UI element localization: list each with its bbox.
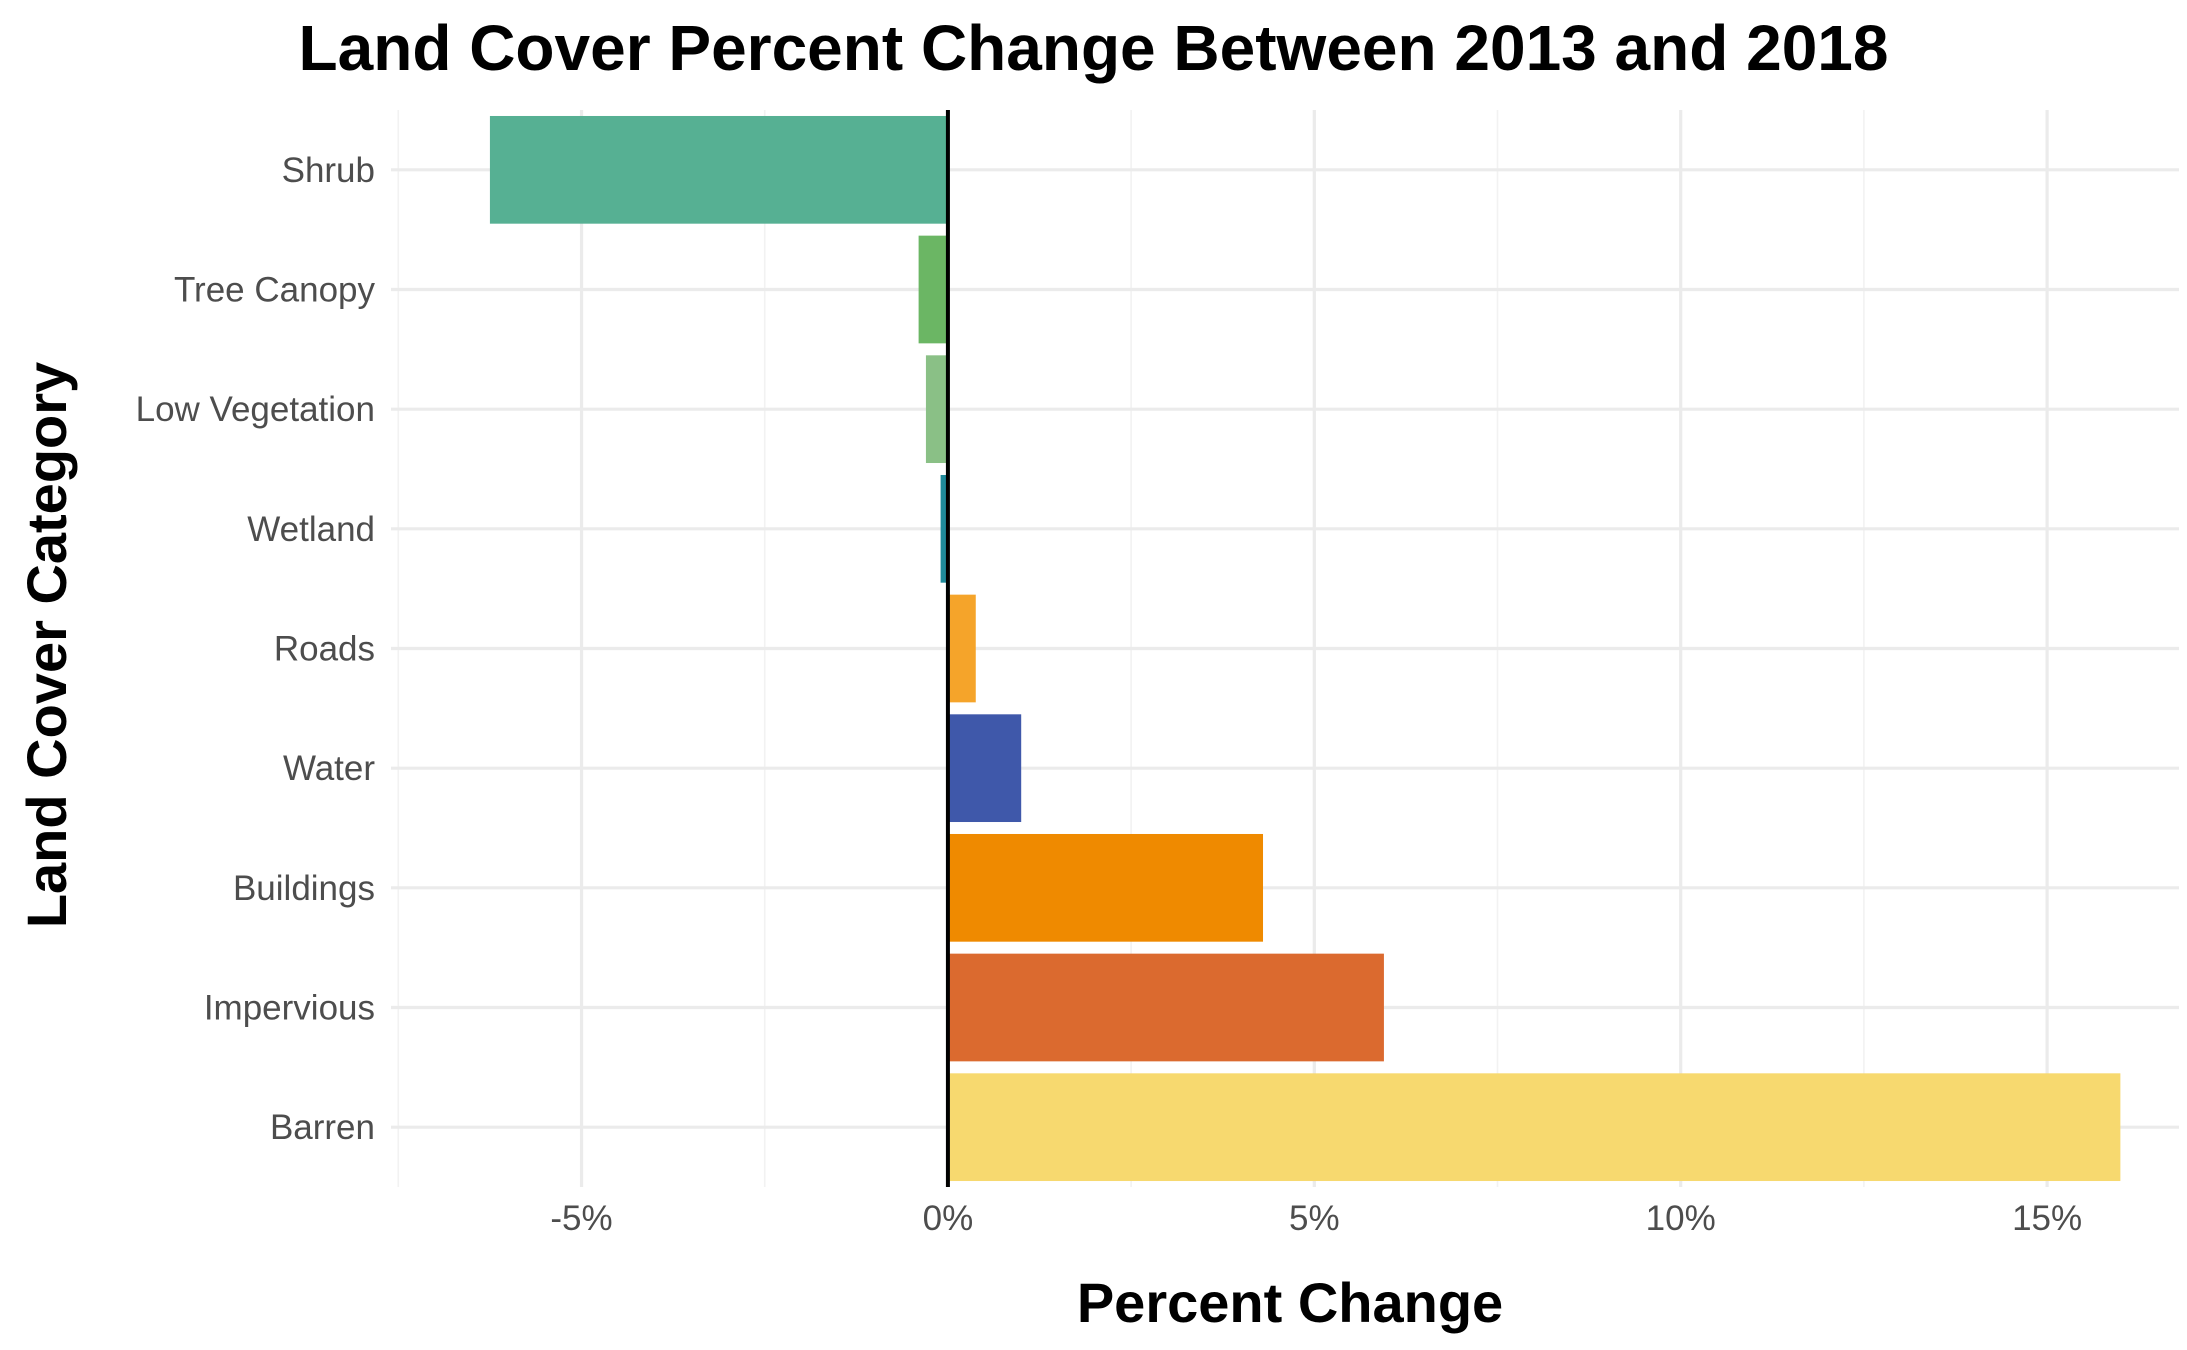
bar-buildings <box>947 833 1264 942</box>
x-tick-label: 15% <box>2012 1199 2082 1238</box>
bar-roads <box>947 594 976 703</box>
y-axis-title: Land Cover Category <box>15 362 78 928</box>
y-tick-label: Impervious <box>204 989 375 1028</box>
x-tick-label: 5% <box>1289 1199 1340 1238</box>
y-axis-tick-labels: Shrub Tree Canopy Low Vegetation Wetland Roa… <box>136 151 376 1147</box>
y-tick-label: Roads <box>274 630 375 669</box>
x-axis-tick-labels: -5% 0% 5% 10% 15% <box>550 1199 2082 1238</box>
y-tick-label: Tree Canopy <box>174 271 376 310</box>
bar-low-vegetation <box>925 355 948 464</box>
x-tick-label: 0% <box>923 1199 974 1238</box>
bar-water <box>947 714 1022 823</box>
y-tick-label: Barren <box>270 1108 375 1147</box>
bar-tree-canopy <box>918 235 948 344</box>
y-tick-label: Water <box>283 749 375 788</box>
x-tick-label: 10% <box>1646 1199 1716 1238</box>
bars <box>489 115 2121 1182</box>
bar-wetland <box>940 474 948 583</box>
y-tick-label: Buildings <box>233 869 375 908</box>
bar-barren <box>947 1073 2121 1182</box>
bar-shrub <box>489 115 948 224</box>
y-tick-label: Wetland <box>247 510 375 549</box>
chart-title: Land Cover Percent Change Between 2013 a… <box>299 12 1889 84</box>
y-tick-label: Shrub <box>282 151 375 190</box>
x-axis-title: Percent Change <box>1077 1271 1503 1334</box>
y-tick-label: Low Vegetation <box>136 390 375 429</box>
bar-impervious <box>947 953 1384 1062</box>
x-tick-label: -5% <box>550 1199 612 1238</box>
